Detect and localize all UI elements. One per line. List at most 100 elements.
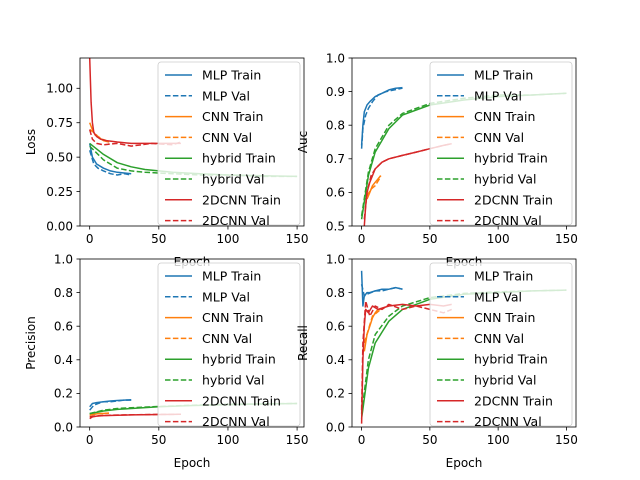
axes-frame — [351, 57, 577, 227]
legend-box — [429, 262, 573, 427]
legend: MLP Train MLP Val CNN Train CNN Val hybrid T… — [429, 262, 573, 429]
legend-item-cnn-val: CNN Val — [437, 130, 524, 145]
legend-label: 2DCNN Val — [202, 414, 270, 429]
legend-item-mlp-train: MLP Train — [165, 68, 261, 83]
legend-label: hybrid Train — [474, 151, 548, 166]
series-line-mlp-train — [360, 86, 403, 146]
y-tick-label: 0.6 — [326, 320, 345, 334]
series-line-cnn-train — [366, 175, 382, 200]
subplot-recall: 0 50 100 150 0.0 0.2 0.4 0.6 0.8 1.0 Epoch Recall ML… — [296, 252, 578, 470]
series-line-cnn-val — [366, 175, 382, 197]
legend-item-mlp-val: MLP Val — [165, 289, 250, 304]
series-line-hybrid-val — [89, 145, 298, 178]
legend-item-2dcnn-train: 2DCNN Train — [437, 192, 553, 207]
legend-label: CNN Val — [202, 130, 252, 145]
x-tick-label: 50 — [151, 433, 166, 447]
legend-label: 2DCNN Val — [474, 213, 542, 228]
x-tick-label: 100 — [216, 433, 239, 447]
legend-item-2dcnn-train: 2DCNN Train — [165, 393, 281, 408]
legend-label: MLP Train — [474, 68, 533, 83]
legend-label: MLP Train — [202, 269, 261, 284]
y-tick-label: 0.0 — [54, 420, 73, 434]
y-tick-label: 1.00 — [46, 82, 73, 96]
legend-label: MLP Val — [474, 88, 522, 103]
x-tick-label: 50 — [151, 232, 166, 246]
y-tick-label: 0.6 — [54, 320, 73, 334]
legend-item-2dcnn-train: 2DCNN Train — [437, 393, 553, 408]
legend-item-2dcnn-val: 2DCNN Val — [165, 414, 270, 429]
y-axis-label: Precision — [24, 316, 38, 370]
legend-box — [157, 61, 301, 226]
legend-item-cnn-val: CNN Val — [437, 331, 524, 346]
y-tick-label: 0.4 — [54, 353, 73, 367]
legend-label: hybrid Val — [202, 172, 265, 187]
y-tick-label: 0.00 — [46, 219, 73, 233]
y-tick-label: 0.8 — [326, 119, 345, 133]
legend-label: hybrid Train — [474, 352, 548, 367]
legend-item-2dcnn-val: 2DCNN Val — [437, 213, 542, 228]
legend-item-mlp-train: MLP Train — [437, 68, 533, 83]
legend-label: CNN Train — [474, 109, 535, 124]
x-tick-label: 0 — [86, 232, 94, 246]
x-tick-label: 100 — [487, 232, 510, 246]
y-tick-label: 0.25 — [46, 185, 73, 199]
legend-item-cnn-train: CNN Train — [165, 310, 263, 325]
legend-label: CNN Train — [202, 109, 263, 124]
legend-item-hybrid-train: hybrid Train — [437, 352, 548, 367]
legend-label: hybrid Train — [202, 352, 276, 367]
legend-item-hybrid-val: hybrid Val — [437, 373, 537, 388]
y-axis-label: Recall — [296, 325, 310, 361]
legend-label: CNN Val — [474, 130, 524, 145]
y-tick-label: 0.2 — [54, 387, 73, 401]
legend: MLP Train MLP Val CNN Train CNN Val hybrid T… — [157, 61, 301, 228]
legend-item-hybrid-train: hybrid Train — [165, 352, 276, 367]
legend-label: 2DCNN Train — [202, 393, 281, 408]
axes-frame — [79, 57, 305, 227]
x-tick-label: 0 — [358, 232, 366, 246]
legend-label: MLP Train — [202, 68, 261, 83]
axes-frame — [351, 258, 577, 428]
legend-item-hybrid-val: hybrid Val — [165, 373, 265, 388]
x-tick-label: 100 — [487, 433, 510, 447]
legend-box — [157, 262, 301, 427]
y-tick-label: 1.0 — [326, 51, 345, 65]
legend-label: MLP Train — [474, 269, 533, 284]
x-tick-label: 50 — [422, 232, 437, 246]
subplot-loss: 0 50 100 1500.000.250.500.751.00EpochLossML… — [24, 57, 309, 269]
y-tick-label: 1.0 — [54, 252, 73, 266]
legend-item-hybrid-train: hybrid Train — [437, 151, 548, 166]
y-tick-label: 0.75 — [46, 116, 73, 130]
legend-label: 2DCNN Train — [474, 393, 553, 408]
legend-item-hybrid-val: hybrid Val — [437, 172, 537, 187]
legend-item-mlp-train: MLP Train — [165, 269, 261, 284]
legend-label: hybrid Val — [202, 373, 265, 388]
legend-item-2dcnn-val: 2DCNN Val — [437, 414, 542, 429]
y-tick-label: 0.50 — [46, 150, 73, 164]
series-line-mlp-val — [360, 87, 403, 149]
legend-label: CNN Val — [202, 331, 252, 346]
series-line-mlp-train — [360, 270, 403, 307]
legend-item-hybrid-val: hybrid Val — [165, 172, 265, 187]
legend-label: CNN Train — [202, 310, 263, 325]
legend-item-2dcnn-train: 2DCNN Train — [165, 192, 281, 207]
y-axis-label: Loss — [24, 129, 38, 155]
series-line-mlp-train — [89, 399, 132, 408]
series-line-2dcnn-val — [88, 129, 182, 147]
y-tick-label: 0.8 — [326, 286, 345, 300]
series-line-cnn-val — [89, 412, 110, 416]
y-tick-label: 0.6 — [326, 186, 345, 200]
x-tick-label: 0 — [358, 433, 366, 447]
legend-item-mlp-val: MLP Val — [437, 88, 522, 103]
legend-box — [429, 61, 573, 226]
legend-label: MLP Val — [474, 289, 522, 304]
legend-item-cnn-train: CNN Train — [437, 109, 535, 124]
legend-label: CNN Train — [474, 310, 535, 325]
series-line-mlp-val — [360, 284, 403, 297]
subplot-precision: 0 50 100 150 0.0 0.2 0.4 0.6 0.8 1.0 Epoch Precisio… — [24, 252, 309, 470]
legend-item-cnn-val: CNN Val — [165, 331, 252, 346]
x-tick-label: 150 — [555, 433, 578, 447]
y-tick-label: 0.8 — [54, 286, 73, 300]
x-tick-label: 100 — [216, 232, 239, 246]
